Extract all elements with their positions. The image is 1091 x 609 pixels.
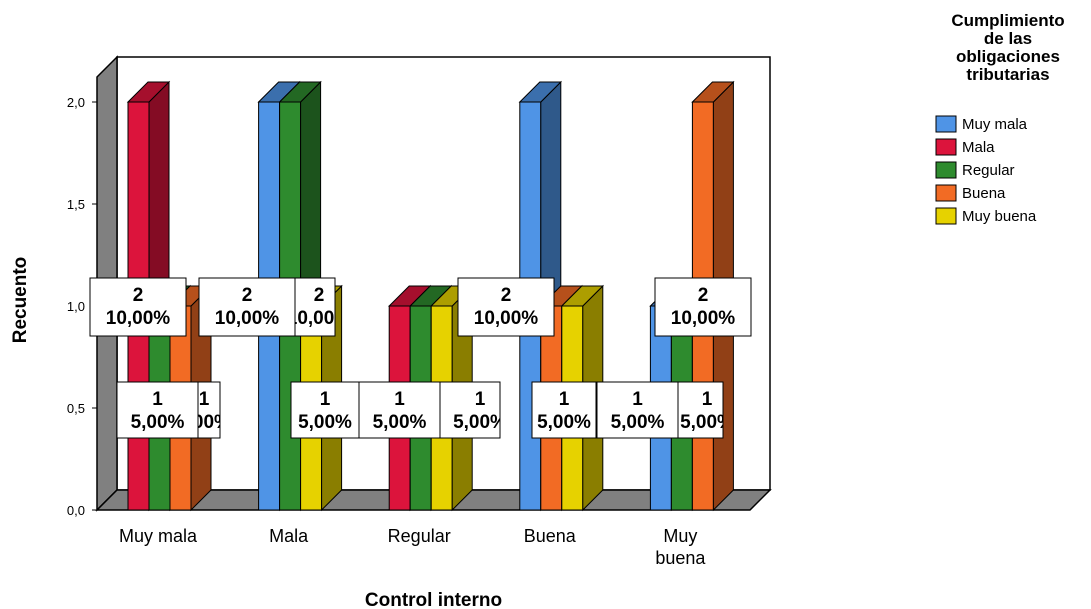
data-label-text-group: 15,00% bbox=[611, 389, 665, 433]
data-label-text-group: 210,00% bbox=[474, 285, 539, 329]
data-label-box bbox=[439, 381, 501, 439]
data-label: 15,00% bbox=[677, 381, 734, 439]
bar-top bbox=[126, 81, 171, 103]
data-label: 210,00% bbox=[198, 277, 296, 337]
data-label-count: 1 bbox=[394, 389, 405, 410]
data-label: 210,00% bbox=[287, 277, 352, 337]
legend-title: Cumplimiento bbox=[951, 11, 1064, 30]
data-label-box bbox=[197, 381, 221, 439]
data-label: 15,00% bbox=[439, 381, 507, 439]
data-label-box bbox=[677, 381, 724, 439]
data-label-percent: 10,00% bbox=[474, 308, 539, 329]
x-category-label: Buena bbox=[524, 526, 577, 546]
data-label-count: 2 bbox=[501, 285, 512, 306]
x-category-label: Muy bbox=[663, 526, 697, 546]
data-label-box bbox=[654, 277, 752, 337]
data-label: 15,00% bbox=[531, 381, 597, 439]
legend-swatch bbox=[935, 184, 957, 202]
x-category-label: Regular bbox=[388, 526, 451, 546]
data-label-count: 2 bbox=[133, 285, 144, 306]
data-label-text-group: 15,00% bbox=[177, 389, 231, 433]
legend-swatch bbox=[935, 161, 957, 179]
data-label-percent: 5,00% bbox=[177, 412, 231, 433]
legend-title: tributarias bbox=[966, 65, 1049, 84]
legend-swatch bbox=[935, 207, 957, 225]
data-label-box bbox=[596, 381, 679, 439]
legend-swatch bbox=[935, 115, 957, 133]
data-label-box bbox=[531, 381, 597, 439]
data-label-percent: 5,00% bbox=[537, 412, 591, 433]
data-label: 15,00% bbox=[177, 381, 231, 439]
data-label-text-group: 15,00% bbox=[298, 389, 352, 433]
data-label-text-group: 15,00% bbox=[537, 389, 591, 433]
data-label-percent: 10,00% bbox=[215, 308, 280, 329]
bar-top bbox=[278, 81, 322, 103]
data-label-box bbox=[294, 277, 336, 337]
legend-label: Regular bbox=[962, 162, 1015, 179]
data-label-box bbox=[89, 277, 187, 337]
y-tick-label: 2,0 bbox=[67, 95, 85, 110]
y-axis-title: Recuento bbox=[10, 257, 31, 344]
data-label-text-group: 210,00% bbox=[215, 285, 280, 329]
data-label-count: 1 bbox=[702, 389, 713, 410]
legend-label: Buena bbox=[962, 185, 1006, 202]
data-label: 210,00% bbox=[457, 277, 555, 337]
x-category-label: buena bbox=[655, 548, 706, 568]
data-label-text-group: 210,00% bbox=[671, 285, 736, 329]
data-label-box bbox=[290, 381, 360, 439]
data-label-percent: 10,00% bbox=[671, 308, 736, 329]
data-label-text-group: 15,00% bbox=[453, 389, 507, 433]
legend-swatch bbox=[935, 138, 957, 156]
data-label-percent: 5,00% bbox=[373, 412, 427, 433]
x-category-label: Muy mala bbox=[119, 526, 198, 546]
y-tick-label: 0,0 bbox=[67, 503, 85, 518]
data-label: 15,00% bbox=[290, 381, 360, 439]
data-label-box bbox=[457, 277, 555, 337]
y-tick-label: 0,5 bbox=[67, 401, 85, 416]
legend-title: de las bbox=[984, 29, 1032, 48]
data-label-count: 1 bbox=[199, 389, 210, 410]
y-tick-label: 1,0 bbox=[67, 299, 85, 314]
data-label-text-group: 210,00% bbox=[106, 285, 171, 329]
data-label-count: 1 bbox=[632, 389, 643, 410]
data-label-percent: 10,00% bbox=[106, 308, 171, 329]
x-axis-title: Control interno bbox=[365, 590, 502, 609]
legend-label: Muy buena bbox=[962, 208, 1037, 225]
data-label-text-group: 15,00% bbox=[680, 389, 734, 433]
data-label-count: 2 bbox=[314, 285, 325, 306]
bar-top bbox=[518, 81, 563, 103]
data-label-count: 1 bbox=[559, 389, 570, 410]
data-label-count: 2 bbox=[698, 285, 709, 306]
data-label-percent: 10,00% bbox=[287, 308, 352, 329]
data-label-count: 1 bbox=[320, 389, 331, 410]
data-label: 15,00% bbox=[358, 381, 441, 439]
x-category-label: Mala bbox=[269, 526, 309, 546]
data-label-text-group: 15,00% bbox=[131, 389, 185, 433]
data-label-percent: 5,00% bbox=[680, 412, 734, 433]
legend-title: obligaciones bbox=[956, 47, 1060, 66]
legend-label: Mala bbox=[962, 139, 995, 156]
data-label-percent: 5,00% bbox=[453, 412, 507, 433]
data-label: 15,00% bbox=[116, 381, 199, 439]
data-label-percent: 5,00% bbox=[131, 412, 185, 433]
bar-top bbox=[691, 81, 735, 103]
data-label-percent: 5,00% bbox=[611, 412, 665, 433]
data-label-percent: 5,00% bbox=[298, 412, 352, 433]
data-label-count: 1 bbox=[152, 389, 163, 410]
data-label-count: 1 bbox=[475, 389, 486, 410]
legend-label: Muy mala bbox=[962, 116, 1028, 133]
data-label: 210,00% bbox=[89, 277, 187, 337]
data-label-box bbox=[116, 381, 199, 439]
data-label: 15,00% bbox=[596, 381, 679, 439]
data-label-text-group: 210,00% bbox=[287, 285, 352, 329]
data-label-text-group: 15,00% bbox=[373, 389, 427, 433]
data-label-count: 2 bbox=[242, 285, 253, 306]
y-tick-label: 1,5 bbox=[67, 197, 85, 212]
data-label: 210,00% bbox=[654, 277, 752, 337]
data-label-box bbox=[198, 277, 296, 337]
bar-top bbox=[560, 285, 605, 307]
